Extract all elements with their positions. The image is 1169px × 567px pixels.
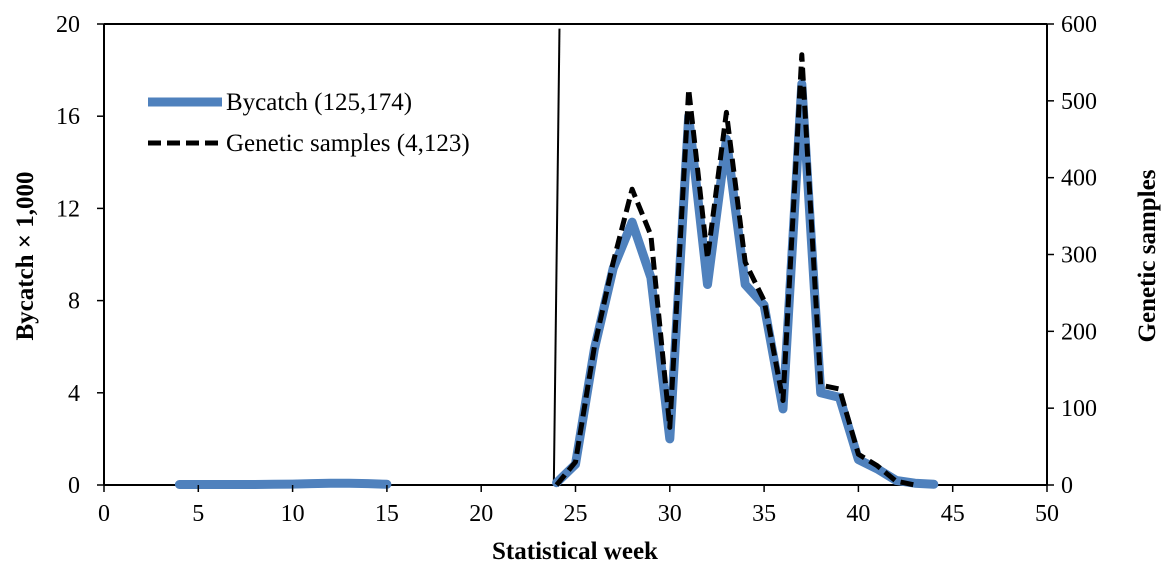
- x-tick-label: 45: [941, 501, 965, 527]
- bycatch-line-segment-0: [174, 478, 392, 489]
- y2-tick-label: 300: [1061, 243, 1097, 269]
- y2-tick-label: 400: [1061, 166, 1097, 192]
- x-axis-title: Statistical week: [492, 538, 658, 565]
- y-tick-label: 12: [56, 196, 80, 222]
- y2-tick-label: 200: [1061, 319, 1097, 345]
- legend-label-genetic: Genetic samples (4,123): [226, 130, 470, 157]
- y-axis-right-title: Genetic samples: [1134, 169, 1161, 342]
- x-tick-label: 50: [1035, 501, 1059, 527]
- y-tick-label: 4: [68, 381, 80, 407]
- y2-tick-label: 600: [1061, 12, 1097, 38]
- x-tick-label: 0: [98, 501, 110, 527]
- y2-tick-label: 500: [1061, 89, 1097, 115]
- bycatch-line-segment-1: [552, 79, 939, 489]
- x-tick-label: 25: [564, 501, 588, 527]
- series-layer: [174, 52, 939, 489]
- x-tick-label: 20: [469, 501, 493, 527]
- x-tick-label: 10: [281, 501, 305, 527]
- y-tick-label: 0: [68, 473, 80, 499]
- x-axis: 0 5 10 15 20 25 30 35 40 45 50: [98, 485, 1059, 527]
- legend-label-bycatch: Bycatch (125,174): [226, 89, 412, 116]
- x-tick-label: 5: [192, 501, 204, 527]
- legend: Bycatch (125,174) Genetic samples (4,123…: [148, 89, 470, 157]
- genetic-samples-line-segment-0: [554, 52, 916, 488]
- y2-tick-label: 100: [1061, 396, 1097, 422]
- x-tick-label: 15: [375, 501, 399, 527]
- y-axis-left-title: Bycatch × 1,000: [12, 171, 39, 340]
- x-tick-label: 30: [658, 501, 682, 527]
- y2-tick-label: 0: [1061, 473, 1073, 499]
- separator-line: [552, 28, 561, 486]
- y-axis-right: 0 100 200 300 400 500 600: [1047, 12, 1097, 499]
- y-tick-label: 8: [68, 289, 80, 315]
- x-tick-label: 35: [752, 501, 776, 527]
- y-tick-label: 16: [56, 104, 80, 130]
- y-axis-left: 0 4 8 12 16 20: [56, 12, 104, 499]
- y-tick-label: 20: [56, 12, 80, 38]
- x-tick-label: 40: [846, 501, 870, 527]
